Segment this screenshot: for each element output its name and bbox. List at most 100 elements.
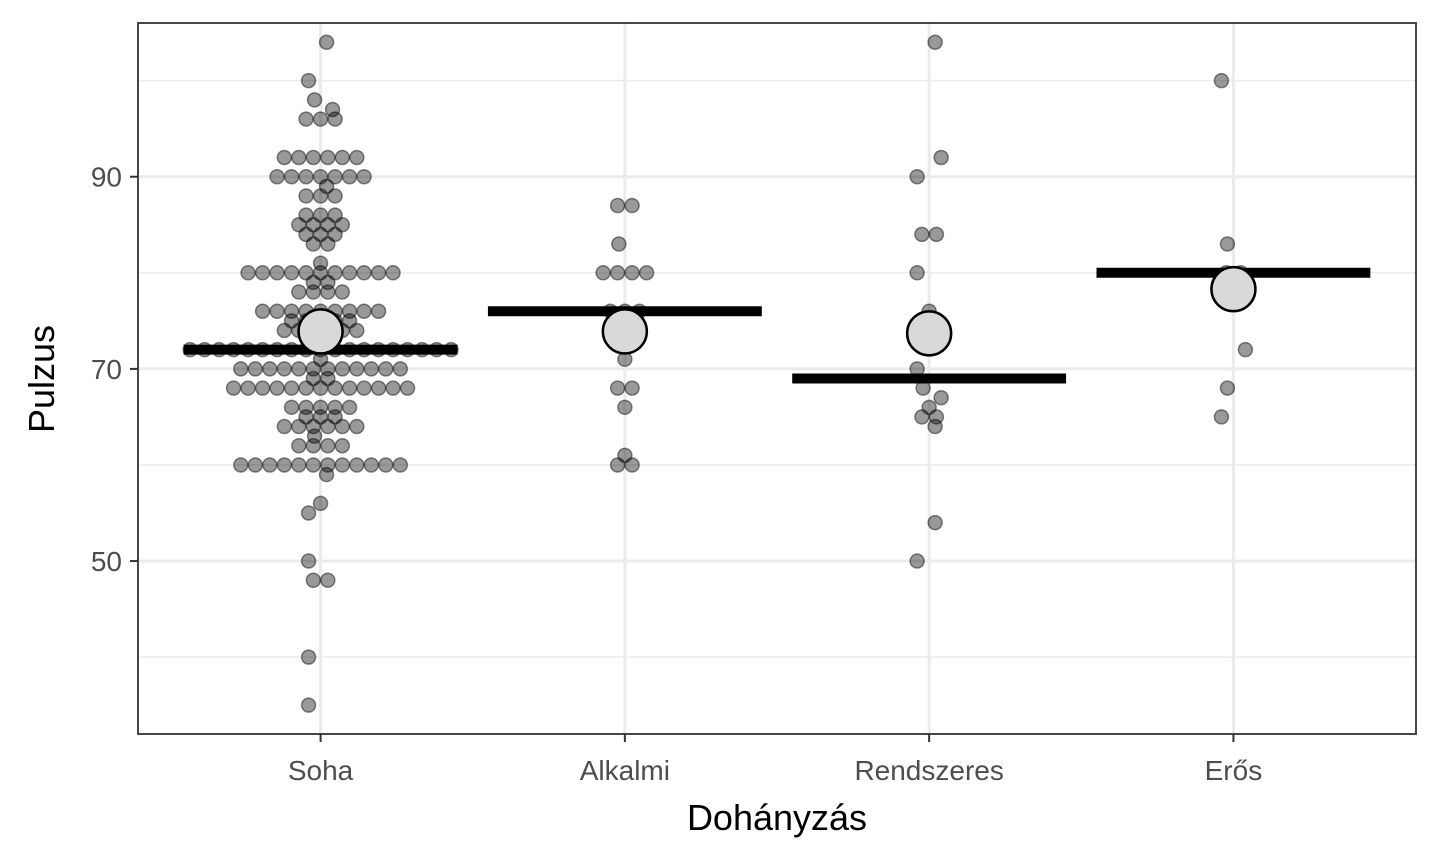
data-point <box>624 380 640 396</box>
data-point <box>609 197 626 214</box>
data-point <box>909 553 925 569</box>
data-point <box>320 438 336 454</box>
data-point <box>370 303 387 319</box>
data-point <box>392 457 409 473</box>
data-point <box>291 418 307 435</box>
data-point <box>349 418 365 435</box>
data-point <box>240 265 256 281</box>
x-axis: Soha Alkalmi Rendszeres Erős <box>288 734 1262 786</box>
data-point <box>276 361 293 377</box>
data-point <box>276 457 293 473</box>
data-point <box>921 399 937 416</box>
data-point <box>312 265 329 281</box>
data-point <box>399 380 416 396</box>
data-point <box>291 284 307 300</box>
data-point <box>276 149 293 166</box>
data-point <box>356 303 372 319</box>
data-point <box>298 111 314 127</box>
data-point <box>624 265 640 281</box>
y-axis: 50 70 90 <box>91 162 138 577</box>
data-point <box>247 361 264 377</box>
data-point <box>624 197 640 214</box>
data-point <box>300 697 317 713</box>
data-point <box>305 274 322 291</box>
data-point <box>356 380 372 396</box>
data-point <box>320 418 336 435</box>
data-point <box>327 188 343 204</box>
data-point <box>262 457 278 473</box>
data-point <box>320 457 336 473</box>
data-point <box>334 149 351 166</box>
y-tick-label: 50 <box>91 546 122 577</box>
data-point <box>638 265 655 281</box>
data-point <box>254 265 271 281</box>
data-point <box>927 34 943 50</box>
data-point <box>305 361 322 377</box>
data-point <box>928 226 945 243</box>
data-point <box>298 188 314 204</box>
data-point <box>269 265 285 281</box>
data-point <box>312 495 329 512</box>
data-point <box>378 361 394 377</box>
data-point <box>327 207 343 223</box>
data-point <box>298 399 314 416</box>
data-point <box>334 457 351 473</box>
data-point <box>617 399 633 416</box>
data-point <box>927 514 943 531</box>
data-point <box>609 380 626 396</box>
data-point <box>276 418 293 435</box>
data-point <box>283 399 300 416</box>
data-point <box>305 572 322 589</box>
data-point <box>363 361 380 377</box>
data-point <box>300 72 317 89</box>
x-tick-label: Erős <box>1205 755 1263 786</box>
data-point <box>349 149 365 166</box>
data-point <box>320 572 336 589</box>
data-point <box>928 409 945 425</box>
data-point <box>283 265 300 281</box>
data-point <box>306 428 323 444</box>
data-point <box>312 188 329 204</box>
data-point <box>334 418 351 435</box>
x-tick-label: Soha <box>288 755 354 786</box>
data-point <box>370 380 387 396</box>
data-point <box>927 418 943 435</box>
data-point <box>609 457 626 473</box>
data-point <box>312 111 329 127</box>
data-point <box>305 418 322 435</box>
data-point <box>349 322 365 339</box>
data-point <box>254 303 271 319</box>
data-point <box>609 265 626 281</box>
data-point <box>914 226 930 243</box>
mean-marker <box>297 308 344 355</box>
data-point <box>933 149 949 166</box>
data-point <box>291 149 307 166</box>
data-point <box>341 265 358 281</box>
data-point <box>291 457 307 473</box>
data-point <box>320 149 336 166</box>
data-point <box>312 207 329 223</box>
data-point <box>363 457 380 473</box>
plot-panel-border <box>137 22 1417 735</box>
data-point <box>247 457 264 473</box>
data-point <box>320 370 336 387</box>
data-point <box>312 226 329 243</box>
data-point <box>291 438 307 454</box>
data-point <box>349 361 365 377</box>
data-point <box>283 313 300 329</box>
data-point <box>291 217 307 233</box>
mean-marker <box>905 310 953 357</box>
data-point <box>269 168 285 185</box>
data-point <box>611 236 627 252</box>
data-point <box>327 111 343 127</box>
data-point <box>312 380 329 396</box>
data-point <box>320 274 336 291</box>
data-point <box>269 303 285 319</box>
data-point <box>298 409 314 425</box>
data-point <box>300 553 317 569</box>
data-point <box>909 265 925 281</box>
data-point <box>262 361 278 377</box>
data-point <box>334 438 351 454</box>
x-tick-label: Alkalmi <box>580 755 670 786</box>
mean-markers <box>297 265 1257 357</box>
